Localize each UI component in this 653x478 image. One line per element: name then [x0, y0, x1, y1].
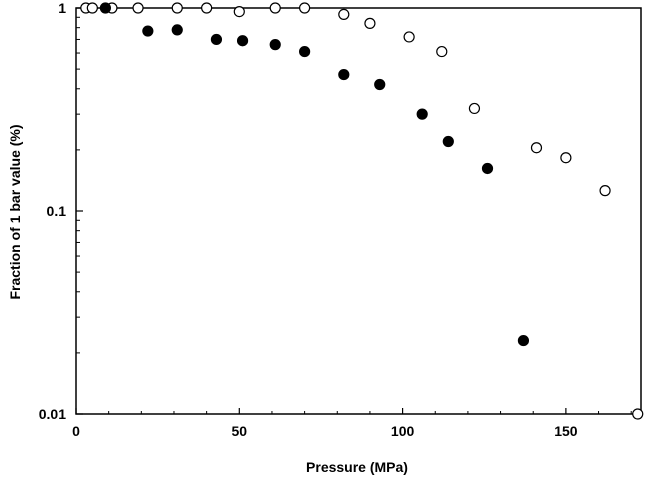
y-axis-label: Fraction of 1 bar value (%): [7, 124, 23, 299]
open-data-point: [269, 2, 281, 14]
filled-data-point: [171, 24, 183, 36]
y-axis: 1 0.1 0.01: [39, 0, 83, 422]
x-axis: 0 50 100 150: [72, 408, 632, 439]
filled-data-point: [299, 45, 311, 58]
x-tick-label: 0: [72, 423, 80, 439]
plot-area: [75, 7, 642, 415]
filled-data-point: [99, 2, 111, 14]
open-data-point: [364, 17, 376, 29]
open-data-point: [468, 102, 481, 115]
filled-data-point: [442, 135, 454, 148]
open-data-point: [132, 2, 144, 14]
data-points: [80, 2, 644, 420]
x-tick-label: 150: [554, 423, 578, 439]
filled-data-point: [481, 162, 494, 175]
filled-data-point: [269, 39, 281, 51]
open-data-point: [403, 31, 415, 43]
open-data-point: [632, 408, 644, 420]
open-data-point: [338, 8, 350, 20]
plot-border: [75, 7, 642, 415]
x-tick-label: 100: [391, 423, 415, 439]
filled-data-point: [142, 25, 154, 37]
open-data-point: [299, 2, 311, 14]
y-tick-label: 1: [58, 0, 66, 16]
open-data-point: [436, 45, 448, 58]
open-data-point: [201, 2, 213, 14]
open-data-point: [530, 142, 543, 154]
x-axis-label: Pressure (MPa): [306, 459, 408, 475]
filled-data-point: [236, 35, 249, 47]
open-data-point: [599, 185, 611, 197]
filled-data-point: [416, 108, 428, 120]
open-data-point: [171, 2, 183, 14]
filled-data-point: [210, 33, 223, 46]
filled-data-point: [517, 334, 530, 347]
open-data-point: [560, 152, 572, 164]
filled-data-point: [338, 68, 350, 81]
filled-data-point: [374, 78, 386, 91]
y-tick-label: 0.1: [47, 203, 67, 219]
x-tick-label: 50: [232, 423, 248, 439]
y-tick-label: 0.01: [39, 406, 66, 422]
open-data-point: [86, 2, 98, 14]
open-data-point: [233, 5, 245, 18]
